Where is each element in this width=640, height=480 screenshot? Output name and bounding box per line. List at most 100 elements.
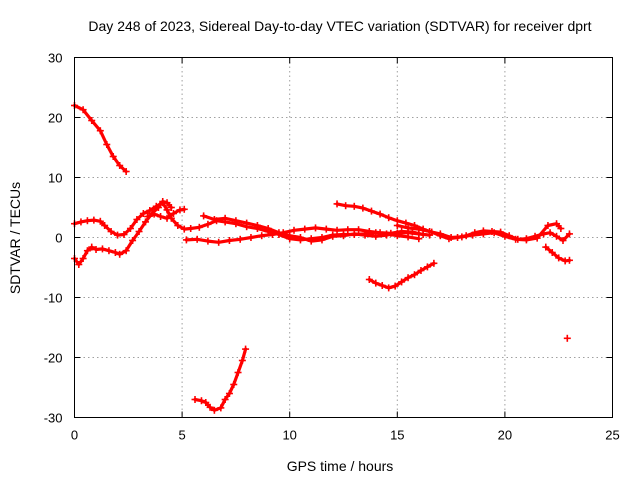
data-point bbox=[436, 230, 444, 238]
data-point bbox=[92, 246, 100, 253]
data-point bbox=[225, 237, 233, 244]
data-point bbox=[146, 207, 154, 214]
data-point bbox=[376, 210, 384, 218]
data-point bbox=[144, 213, 152, 220]
data-point bbox=[342, 202, 350, 210]
data-point bbox=[301, 225, 309, 233]
data-point bbox=[247, 234, 255, 241]
x-tick-label: 25 bbox=[605, 428, 619, 443]
data-point bbox=[350, 202, 358, 210]
data-point bbox=[109, 153, 117, 160]
x-tick-label: 15 bbox=[390, 428, 404, 443]
data-point bbox=[133, 216, 141, 223]
x-axis-label: GPS time / hours bbox=[287, 458, 394, 474]
data-point bbox=[344, 226, 352, 234]
data-point bbox=[469, 231, 477, 239]
data-point bbox=[77, 218, 85, 226]
data-point bbox=[275, 229, 283, 237]
data-point bbox=[415, 225, 423, 233]
data-point bbox=[447, 234, 455, 241]
data-point bbox=[215, 238, 223, 246]
series-arc-1 bbox=[71, 102, 130, 175]
chart-title: Day 248 of 2023, Sidereal Day-to-day VTE… bbox=[88, 18, 591, 34]
data-point bbox=[116, 162, 124, 169]
data-point bbox=[111, 249, 119, 256]
data-point bbox=[290, 226, 298, 234]
data-point bbox=[512, 235, 520, 243]
data-series bbox=[71, 102, 573, 414]
data-point bbox=[79, 255, 87, 262]
data-point bbox=[238, 357, 246, 364]
series-line bbox=[202, 214, 432, 243]
data-point bbox=[340, 232, 347, 240]
y-tick-label: -30 bbox=[44, 411, 63, 426]
data-point bbox=[234, 369, 242, 376]
data-point bbox=[307, 237, 315, 245]
data-point bbox=[426, 228, 434, 235]
data-point bbox=[163, 206, 171, 214]
data-point bbox=[210, 406, 218, 414]
data-point bbox=[83, 217, 91, 225]
data-point bbox=[174, 222, 182, 229]
series-arc-4 bbox=[144, 205, 188, 222]
data-point bbox=[107, 228, 115, 235]
data-point bbox=[182, 236, 190, 244]
data-point bbox=[359, 204, 367, 212]
data-point bbox=[501, 232, 509, 240]
data-point bbox=[88, 243, 96, 251]
data-point bbox=[367, 207, 375, 215]
data-point bbox=[565, 256, 573, 264]
data-point bbox=[88, 117, 96, 124]
data-point bbox=[333, 200, 341, 208]
data-point bbox=[197, 397, 205, 405]
data-point bbox=[385, 284, 393, 292]
data-point bbox=[232, 217, 240, 225]
series-arc-11 bbox=[542, 243, 573, 265]
data-point bbox=[557, 225, 565, 232]
y-tick-label: -10 bbox=[44, 291, 63, 306]
data-point bbox=[393, 222, 401, 229]
data-point bbox=[236, 235, 244, 243]
data-point bbox=[258, 232, 266, 240]
x-tick-label: 5 bbox=[178, 428, 185, 443]
data-point bbox=[563, 334, 571, 342]
data-point bbox=[361, 231, 369, 239]
data-point bbox=[75, 261, 83, 268]
data-point bbox=[546, 229, 554, 237]
data-point bbox=[402, 219, 410, 227]
data-point bbox=[542, 243, 550, 251]
data-point bbox=[533, 234, 541, 242]
data-point bbox=[355, 226, 363, 234]
data-point bbox=[296, 234, 304, 241]
data-point bbox=[322, 225, 330, 233]
data-point bbox=[167, 204, 175, 211]
series-arc-10 bbox=[191, 345, 250, 414]
data-point bbox=[152, 202, 160, 210]
data-point bbox=[559, 237, 567, 244]
x-tick-label: 10 bbox=[282, 428, 296, 443]
data-point bbox=[202, 399, 210, 406]
data-point bbox=[225, 390, 233, 397]
data-point bbox=[286, 232, 294, 240]
x-tick-labels: 0 5 10 15 20 25 bbox=[71, 428, 620, 443]
data-point bbox=[411, 271, 419, 279]
data-point bbox=[139, 210, 147, 217]
y-axis-label: SDTVAR / TECUs bbox=[7, 182, 23, 294]
data-point bbox=[312, 224, 320, 232]
plot-frame bbox=[74, 57, 613, 418]
data-point bbox=[217, 404, 225, 412]
series-line bbox=[72, 103, 128, 174]
data-point bbox=[565, 230, 573, 238]
data-point bbox=[180, 225, 188, 233]
data-point bbox=[191, 396, 199, 403]
y-tick-labels: 30 20 10 0 -10 -20 -30 bbox=[44, 51, 63, 426]
data-point bbox=[159, 199, 167, 207]
data-point bbox=[318, 236, 326, 244]
data-point bbox=[242, 345, 250, 353]
data-point bbox=[398, 278, 406, 286]
data-point bbox=[350, 230, 358, 238]
data-point bbox=[404, 274, 412, 282]
data-point bbox=[548, 249, 556, 256]
data-point bbox=[385, 214, 393, 222]
